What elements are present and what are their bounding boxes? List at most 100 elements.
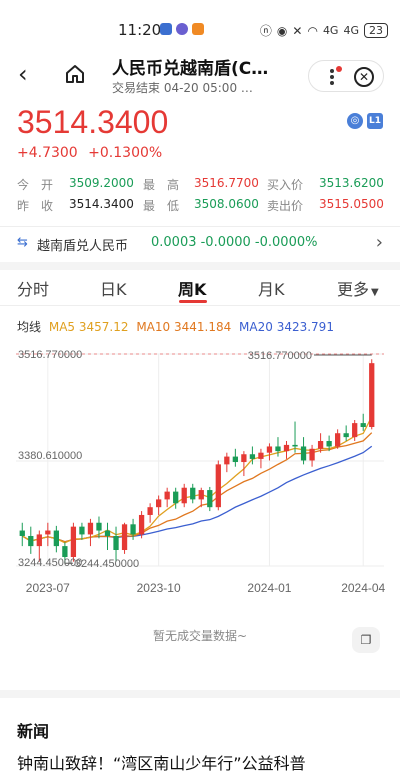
more-icon[interactable] xyxy=(324,67,340,87)
level-badge[interactable]: L1 xyxy=(367,113,383,129)
tab-more[interactable]: 更多 ▼ xyxy=(337,276,379,300)
candle-body xyxy=(317,441,324,449)
low-label: 最 低 xyxy=(143,199,180,213)
candle-body xyxy=(190,487,196,500)
y-label-top: 3516.770000 xyxy=(18,349,82,361)
network-label: 4G xyxy=(322,24,339,37)
candle-body xyxy=(70,526,77,558)
candle-body xyxy=(130,524,136,535)
section-separator xyxy=(0,262,400,270)
open-label: 今 开 xyxy=(17,178,54,192)
candle-body xyxy=(138,514,145,535)
period-tabs: 分时 日K 周K 月K 更多 ▼ xyxy=(0,273,400,303)
nfc-icon: ⓝ xyxy=(259,24,272,38)
mute-icon: ✕ xyxy=(292,23,303,38)
quote-row: 今 开 3509.2000 最 高 3516.7700 买入价 3513.620… xyxy=(17,176,387,197)
chevron-right-icon: › xyxy=(375,232,383,253)
wifi-icon: ◠ xyxy=(307,23,318,38)
ask-label: 卖出价 xyxy=(267,199,304,213)
candle-body xyxy=(352,423,358,438)
candle-body xyxy=(53,530,59,547)
message-notification-icon xyxy=(192,23,204,35)
low-value: 3508.0600 xyxy=(194,197,259,211)
tab-more-label: 更多 xyxy=(337,280,370,299)
candle-body xyxy=(300,446,307,461)
quote-row: 昨 收 3514.3400 最 低 3508.0600 卖出价 3515.050… xyxy=(17,197,387,218)
candle-body xyxy=(104,530,111,536)
candle-body xyxy=(28,535,34,547)
candle-body xyxy=(360,423,366,427)
news-headline[interactable]: 钟南山致辞！“湾区南山少年行”公益科普 xyxy=(17,754,306,773)
status-bar: 11:20 ⓝ ◉ ✕ ◠ 4G 4G 23 xyxy=(0,0,400,39)
y-label-bottom: 3244.450000 xyxy=(18,557,82,569)
close-icon[interactable]: ✕ xyxy=(354,67,374,87)
reverse-pair-name: 越南盾兑人民币 xyxy=(37,239,129,254)
prev-close-value: 3514.3400 xyxy=(69,197,134,211)
no-volume-message: 暂无成交量数据~ xyxy=(152,629,248,643)
candle-body xyxy=(113,535,119,551)
tab-monthly-k[interactable]: 月K xyxy=(258,280,285,299)
candle-body xyxy=(249,454,256,459)
notification-icons xyxy=(160,23,204,35)
header: ‹ 人民币兑越南盾(C… 交易结束 04-20 05:00 … ✕ xyxy=(0,48,400,104)
tab-intraday[interactable]: 分时 xyxy=(17,280,50,299)
candle-body xyxy=(369,363,375,427)
tab-daily-k[interactable]: 日K xyxy=(100,280,127,299)
app-notification-icon xyxy=(160,23,172,35)
status-time: 11:20 xyxy=(118,21,162,39)
k-line-chart[interactable]: 3516.770000 3380.610000 3244.450000 2023-07… xyxy=(0,340,400,600)
globe-icon[interactable]: ◎ xyxy=(347,113,363,129)
candle-body xyxy=(79,526,85,535)
page-title: 人民币兑越南盾(C… xyxy=(112,59,269,79)
ma20-value: MA20 3423.791 xyxy=(239,320,334,334)
candle-body xyxy=(96,522,102,531)
copy-icon[interactable]: ❐ xyxy=(352,627,380,653)
candle-body xyxy=(343,433,349,438)
ma5-line xyxy=(21,416,373,544)
reverse-pair-row[interactable]: ⇆ 越南盾兑人民币 0.0003 -0.0000 -0.0000% › xyxy=(17,232,387,256)
candle-body xyxy=(164,491,170,500)
x-tick-label: 2024-01 xyxy=(247,581,291,595)
ma-legend-title: 均线 xyxy=(17,320,42,334)
candle-body xyxy=(19,530,25,536)
candle-body xyxy=(156,499,162,508)
candle-body xyxy=(283,444,290,452)
back-icon[interactable]: ‹ xyxy=(18,60,28,88)
candle-body xyxy=(241,454,247,463)
candle-body xyxy=(335,433,341,447)
bid-label: 买入价 xyxy=(267,178,304,192)
candle-body xyxy=(215,464,221,508)
candle-body xyxy=(45,530,51,535)
open-value: 3509.2000 xyxy=(69,176,134,190)
candle-body xyxy=(147,507,153,515)
chevron-down-icon: ▼ xyxy=(371,287,379,298)
notification-dot xyxy=(336,66,342,72)
candle-body xyxy=(292,444,298,447)
home-icon[interactable] xyxy=(64,63,86,85)
candle-body xyxy=(275,446,281,452)
candle-body xyxy=(326,441,332,447)
prev-close-label: 昨 收 xyxy=(17,199,54,213)
min-marker-label: 3244.450000 xyxy=(75,558,139,570)
ma5-value: MA5 3457.12 xyxy=(48,320,129,334)
candle-body xyxy=(62,546,68,558)
candle-body xyxy=(232,456,238,463)
high-label: 最 高 xyxy=(143,178,180,192)
divider xyxy=(0,305,400,306)
candle-body xyxy=(36,534,42,547)
tab-weekly-k[interactable]: 周K xyxy=(178,280,207,299)
high-value: 3516.7700 xyxy=(194,176,259,190)
mini-program-capsule: ✕ xyxy=(308,60,384,92)
network-label-2: 4G xyxy=(343,24,359,37)
candle-body xyxy=(266,446,273,453)
chart-labels: 3516.770000 3380.610000 3244.450000 2023-07… xyxy=(18,349,386,595)
divider xyxy=(0,226,400,227)
candle-body xyxy=(207,490,213,508)
reverse-pair-values: 0.0003 -0.0000 -0.0000% xyxy=(151,235,318,250)
active-tab-indicator xyxy=(179,300,207,303)
candle-body xyxy=(258,452,264,459)
swap-icon: ⇆ xyxy=(17,235,28,250)
quote-grid: 今 开 3509.2000 最 高 3516.7700 买入价 3513.620… xyxy=(17,176,387,218)
current-price: 3514.3400 xyxy=(17,104,169,140)
app-notification-icon xyxy=(176,23,188,35)
